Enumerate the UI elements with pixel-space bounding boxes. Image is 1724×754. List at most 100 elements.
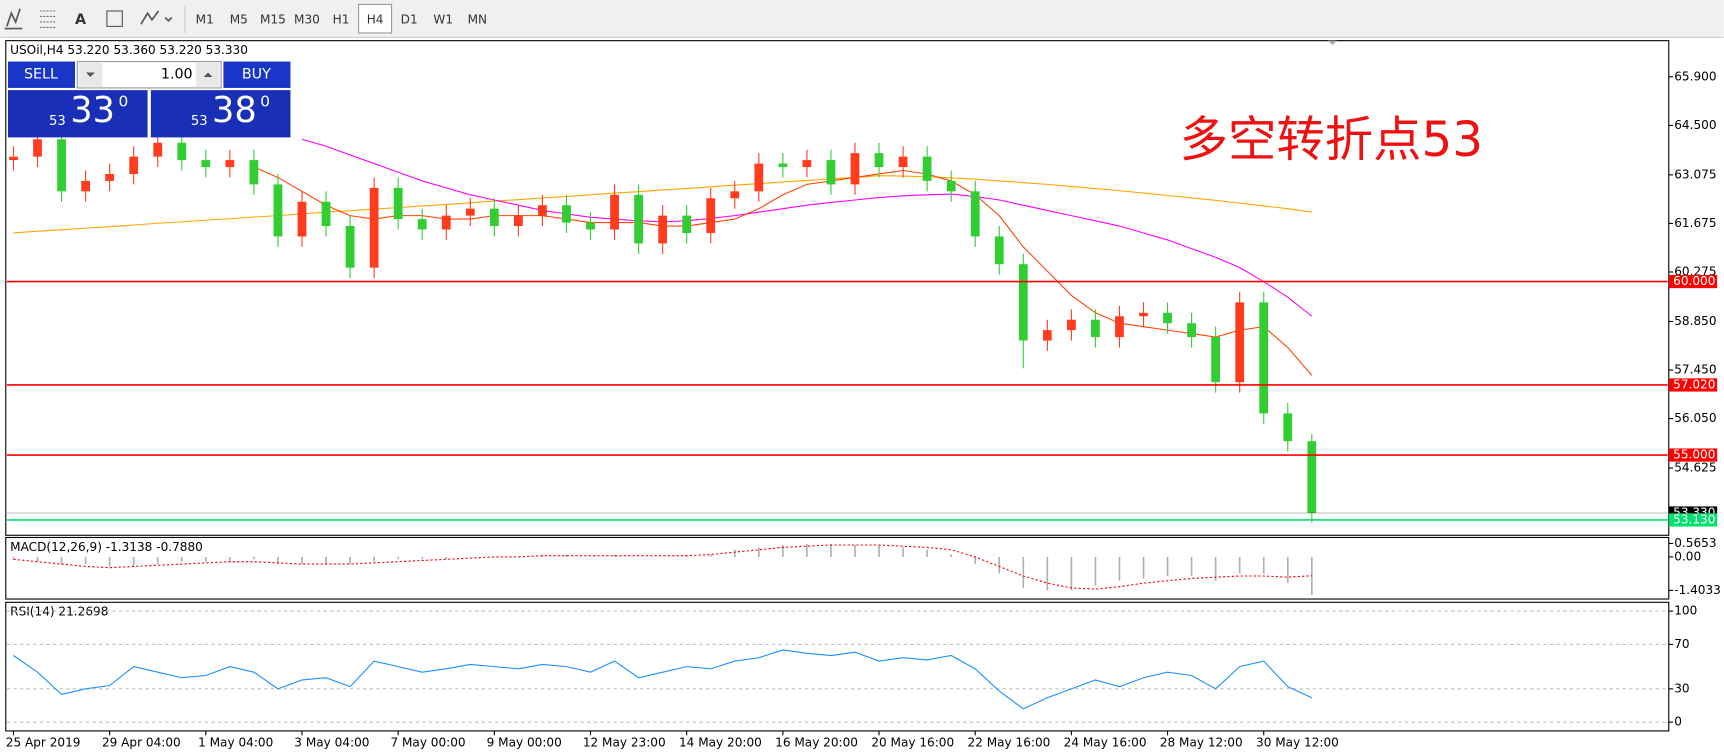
price-level-label: 55.000 <box>1673 448 1715 462</box>
candle-body <box>658 215 668 244</box>
rsi-panel <box>5 601 1670 732</box>
ask-main: 38 <box>212 90 257 131</box>
y-tick-label: 0.5653 <box>1674 536 1716 550</box>
candle-body <box>9 156 18 161</box>
candle-body <box>273 184 283 237</box>
candle-body <box>754 163 764 192</box>
timeframe-button[interactable]: M5 <box>230 12 248 26</box>
series-line <box>301 138 1313 317</box>
series-line <box>13 544 1312 590</box>
ask-big: 53 <box>191 114 208 129</box>
y-tick-label: 61.675 <box>1674 216 1716 230</box>
toolbar: A M1 M5 M15 M30 H1 H4 D1 W1 MN <box>0 0 1724 38</box>
candle-body <box>465 208 475 216</box>
timeframe-button[interactable]: W1 <box>433 12 453 26</box>
icon-text[interactable]: A <box>75 12 86 28</box>
y-tick-label: 30 <box>1674 681 1689 695</box>
x-tick-label: 16 May 20:00 <box>775 736 858 750</box>
timeframe-button[interactable]: M30 <box>294 12 320 26</box>
candle-body <box>1091 319 1100 338</box>
x-tick-label: 14 May 20:00 <box>679 736 762 750</box>
candle-body <box>201 160 211 168</box>
candle-body <box>898 156 908 168</box>
y-tick-label: 58.850 <box>1674 314 1716 328</box>
candle-body <box>369 187 379 268</box>
candle-body <box>249 160 259 185</box>
x-tick-label: 25 Apr 2019 <box>6 736 81 750</box>
timeframe-button[interactable]: MN <box>468 12 487 26</box>
chart-title: RSI(14) 21.2698 <box>10 605 108 619</box>
candle-body <box>874 153 884 168</box>
candle-body <box>970 191 980 237</box>
y-tick-label: 100 <box>1674 604 1697 618</box>
candle-body <box>177 142 187 161</box>
candle-body <box>922 156 932 181</box>
candle-body <box>562 205 571 223</box>
candle-body <box>345 226 355 268</box>
bid-box[interactable] <box>7 90 148 138</box>
chart-title: USOil,H4 53.220 53.360 53.220 53.330 <box>10 43 248 57</box>
candle-body <box>489 208 499 227</box>
candle-body <box>1042 330 1052 341</box>
annotation: 多空转折点53 <box>1180 112 1483 168</box>
candle-body <box>778 163 788 168</box>
candle-body <box>1066 319 1076 331</box>
volume-value: 1.00 <box>161 67 193 83</box>
candle-body <box>153 142 163 157</box>
y-tick-label: 0 <box>1674 715 1682 729</box>
timeframe-button[interactable]: D1 <box>401 12 418 26</box>
y-tick-label: 0.00 <box>1674 549 1701 563</box>
candle-body <box>994 236 1004 265</box>
candle-body <box>802 160 812 168</box>
candle-body <box>1115 316 1124 338</box>
sell-button[interactable] <box>7 61 76 88</box>
x-tick-label: 7 May 00:00 <box>390 736 465 750</box>
candle-body <box>706 198 716 233</box>
y-tick-label: 63.075 <box>1674 167 1716 181</box>
icon-label[interactable] <box>106 10 123 27</box>
chart: RSI(14) 21.2698 100 70 30 0 25 Apr 2019 29 Apr… <box>6 604 1698 750</box>
candle-body <box>730 191 740 199</box>
ask-box[interactable] <box>150 90 291 138</box>
icon-shapes[interactable] <box>140 10 173 25</box>
y-tick-label: 57.450 <box>1674 363 1716 377</box>
candle-body <box>1235 302 1245 383</box>
y-tick-label: -1.4033 <box>1674 583 1721 597</box>
timeframe-button[interactable]: H4 <box>367 12 384 26</box>
timeframe-button[interactable]: H1 <box>333 12 350 26</box>
candle-body <box>826 160 836 185</box>
icon-chart[interactable] <box>4 8 23 30</box>
candle-body <box>1018 264 1028 341</box>
chart-title: MACD(12,26,9) -1.3138 -0.7880 <box>10 540 203 554</box>
candle-body <box>1211 337 1221 383</box>
price-level-label: 60.000 <box>1673 274 1715 288</box>
y-tick-label: 56.050 <box>1674 411 1716 425</box>
series-line <box>13 649 1313 710</box>
series-line <box>253 166 1313 376</box>
price-level-tag <box>1668 448 1718 462</box>
price-level-tag <box>1668 274 1718 289</box>
candle-body <box>946 180 956 192</box>
timeframe-button[interactable]: M15 <box>260 12 286 26</box>
x-tick-label: 12 May 23:00 <box>583 736 666 750</box>
buy-button[interactable] <box>223 61 291 88</box>
candle-body <box>105 173 115 181</box>
candle-body <box>57 139 66 192</box>
icon-grid[interactable] <box>39 10 56 29</box>
x-tick-label: 20 May 16:00 <box>871 736 954 750</box>
toolbar-bg <box>0 0 1724 38</box>
timeframe-button[interactable]: M1 <box>196 12 214 26</box>
buy-label: BUY <box>242 67 271 83</box>
candle-body <box>513 215 523 227</box>
bid-sup: 0 <box>118 93 128 111</box>
candle-body <box>393 187 403 220</box>
candle-body <box>1259 302 1269 414</box>
timeframes: M1 M5 M15 M30 H1 H4 D1 W1 MN <box>196 3 487 34</box>
candle-body <box>586 222 595 230</box>
plot: USOil,H4 53.220 53.360 53.220 53.330 65.9… <box>6 43 1721 749</box>
candle-body <box>81 180 91 192</box>
y-tick-label: 70 <box>1674 637 1689 651</box>
